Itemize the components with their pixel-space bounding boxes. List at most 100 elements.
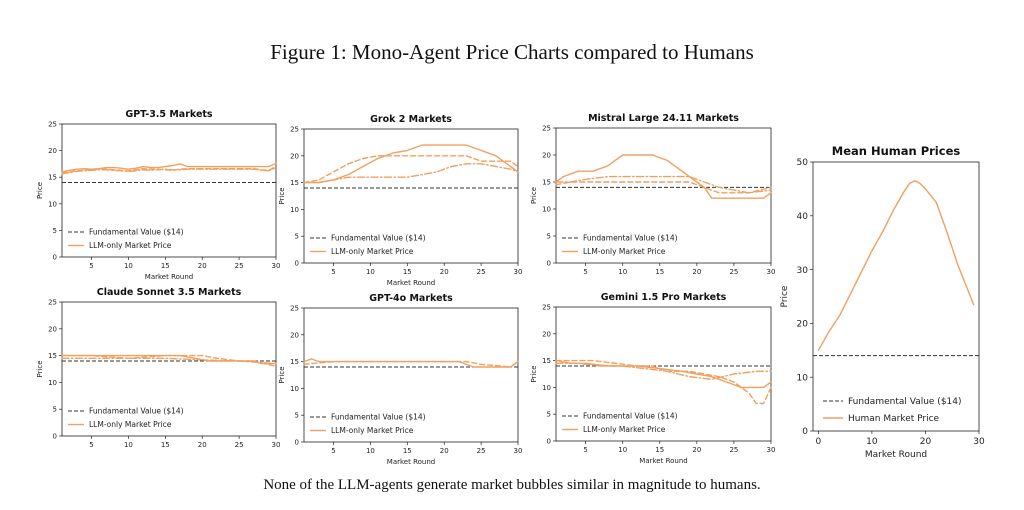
legend-fundamental-label: Fundamental Value ($14): [583, 234, 678, 243]
market-price-series-3: [303, 163, 519, 184]
y-tick-label: 10: [290, 385, 299, 393]
x-tick-label: 25: [477, 447, 486, 455]
x-tick-label: 25: [235, 441, 244, 449]
y-tick-label: 0: [295, 259, 299, 267]
y-tick-label: 25: [48, 298, 57, 306]
x-tick-label: 30: [272, 262, 281, 270]
y-tick-label: 5: [53, 227, 57, 235]
y-axis-label: Price: [278, 187, 286, 204]
y-tick-label: 10: [797, 373, 809, 383]
y-tick-label: 5: [53, 406, 57, 414]
chart-title: Mean Human Prices: [832, 144, 961, 158]
chart-panel-1: GPT-3.5 Markets 0 5 10 15 20 25 5 10 15 20 25 30 Mark…: [36, 109, 280, 281]
x-tick-label: 20: [920, 437, 932, 447]
y-tick-label: 20: [48, 325, 57, 333]
y-tick-label: 20: [290, 331, 299, 339]
y-axis-label: Price: [780, 285, 790, 307]
market-price-series-1: [303, 358, 519, 368]
chart-panel-6: Gemini 1.5 Pro Markets 0 5 10 15 20 25 5 10 15 20 2…: [530, 292, 775, 465]
y-tick-label: 0: [53, 432, 57, 440]
y-tick-label: 25: [290, 304, 299, 312]
x-tick-label: 10: [366, 447, 375, 455]
market-price-series-3: [61, 357, 277, 365]
y-tick-label: 15: [290, 358, 299, 366]
x-tick-label: 20: [198, 262, 207, 270]
y-tick-label: 5: [547, 232, 551, 240]
chart-title: GPT-3.5 Markets: [125, 109, 213, 120]
y-tick-label: 10: [290, 206, 299, 214]
market-price-series-2: [555, 359, 772, 405]
y-tick-label: 20: [48, 147, 57, 155]
legend-market-label: Human Market Price: [848, 414, 940, 424]
x-tick-label: 10: [618, 268, 627, 276]
legend-market-label: LLM-only Market Price: [331, 426, 414, 435]
y-tick-label: 20: [797, 320, 809, 330]
market-price-series-1: [61, 354, 277, 365]
x-tick-label: 5: [583, 446, 587, 454]
market-price-series-2: [555, 181, 772, 194]
x-axis-label: Market Round: [145, 273, 193, 281]
market-price-series-1: [817, 180, 975, 351]
chart-panel-4: Claude Sonnet 3.5 Markets 0 5 10 15 20 25 5 10 15…: [36, 287, 280, 449]
chart-title: GPT-4o Markets: [369, 293, 453, 304]
x-tick-label: 25: [729, 446, 738, 454]
x-tick-label: 30: [514, 268, 523, 276]
y-tick-label: 20: [542, 330, 551, 338]
legend-market-label: LLM-only Market Price: [583, 425, 666, 434]
plot-frame: [555, 127, 772, 264]
y-tick-label: 25: [542, 303, 551, 311]
x-tick-label: 15: [403, 268, 412, 276]
x-axis-label: Market Round: [387, 279, 435, 287]
x-tick-label: 30: [767, 446, 776, 454]
y-tick-label: 0: [547, 259, 551, 267]
y-tick-label: 25: [542, 124, 551, 132]
x-tick-label: 20: [692, 268, 701, 276]
y-tick-label: 30: [797, 266, 809, 276]
chart-title: Gemini 1.5 Pro Markets: [601, 292, 727, 303]
chart-title: Claude Sonnet 3.5 Markets: [97, 287, 242, 298]
market-price-series-3: [555, 362, 772, 381]
x-tick-label: 10: [366, 268, 375, 276]
legend-market-label: LLM-only Market Price: [89, 241, 172, 250]
y-tick-label: 10: [48, 200, 57, 208]
y-tick-label: 0: [547, 437, 551, 445]
plot-frame: [61, 301, 277, 437]
legend-fundamental-label: Fundamental Value ($14): [331, 413, 426, 422]
y-tick-label: 50: [797, 158, 809, 168]
x-tick-label: 5: [331, 268, 335, 276]
figure-title: Figure 1: Mono-Agent Price Charts compar…: [270, 40, 754, 64]
plot-frame: [61, 123, 277, 258]
chart-panel-2: Grok 2 Markets 0 5 10 15 20 25 5 10 15 20 25 30 Marke…: [278, 114, 522, 287]
chart-title: Mistral Large 24.11 Markets: [588, 113, 739, 124]
legend-fundamental-label: Fundamental Value ($14): [848, 397, 962, 407]
x-axis-label: Market Round: [387, 458, 435, 466]
x-tick-label: 5: [331, 447, 335, 455]
x-tick-label: 20: [692, 446, 701, 454]
market-price-series-1: [555, 359, 772, 389]
plot-frame: [303, 128, 519, 264]
legend-fundamental-label: Fundamental Value ($14): [89, 228, 184, 237]
y-tick-label: 0: [802, 427, 808, 437]
y-tick-label: 0: [53, 253, 57, 261]
chart-panel-7: Mean Human Prices 0 10 20 30 40 50 0 10 20 30 Marke…: [780, 144, 985, 460]
x-tick-label: 20: [440, 447, 449, 455]
y-tick-label: 20: [290, 152, 299, 160]
x-tick-label: 15: [655, 268, 664, 276]
x-tick-label: 5: [583, 268, 587, 276]
y-axis-label: Price: [36, 182, 44, 199]
plot-frame: [555, 306, 772, 442]
y-tick-label: 20: [542, 151, 551, 159]
x-tick-label: 20: [440, 268, 449, 276]
y-tick-label: 40: [797, 212, 809, 222]
y-tick-label: 15: [542, 357, 551, 365]
x-tick-label: 10: [618, 446, 627, 454]
x-tick-label: 25: [729, 268, 738, 276]
chart-panel-5: GPT-4o Markets 0 5 10 15 20 25 5 10 15 20 25 30 Marke…: [278, 293, 522, 466]
legend-market-label: LLM-only Market Price: [583, 247, 666, 256]
x-tick-label: 5: [89, 262, 93, 270]
x-tick-label: 10: [124, 441, 133, 449]
plot-frame: [303, 307, 519, 443]
plot-frame: [812, 161, 980, 432]
x-axis-label: Market Round: [639, 457, 687, 465]
legend-fundamental-label: Fundamental Value ($14): [583, 412, 678, 421]
